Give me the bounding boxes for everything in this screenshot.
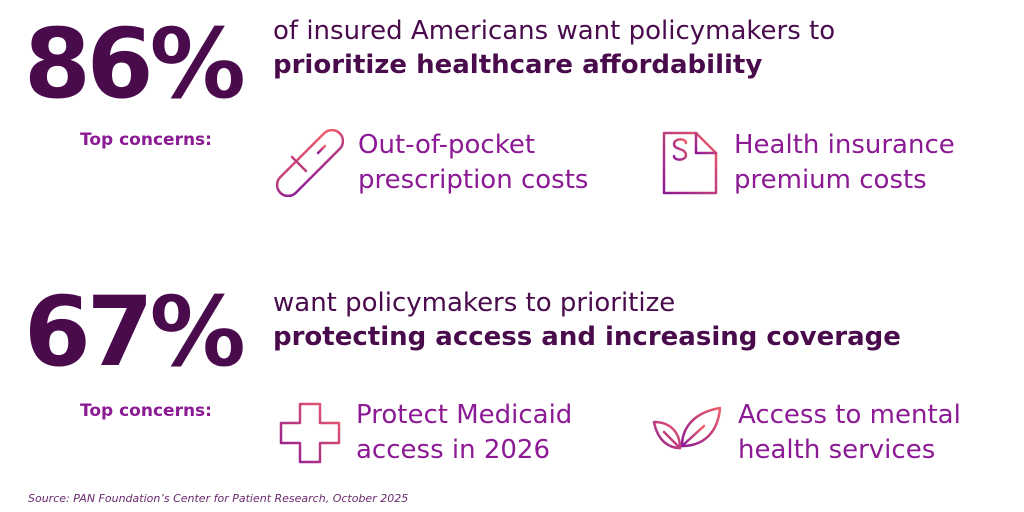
leaf-sprout-icon: [652, 406, 722, 464]
headline-2-line1: want policymakers to prioritize: [273, 288, 676, 318]
dollar-document-icon: [662, 131, 718, 195]
source-citation: Source: PAN Foundation’s Center for Pati…: [28, 492, 409, 505]
headline-2-line2: protecting access and increasing coverag…: [273, 322, 901, 352]
concern-text: Health insurance premium costs: [734, 130, 955, 195]
headline-1-line1: of insured Americans want policymakers t…: [273, 16, 836, 46]
stat-headline-2: want policymakers to prioritize protecti…: [273, 286, 901, 354]
stat-headline-1: of insured Americans want policymakers t…: [273, 14, 835, 82]
stat-percent-86: 86%: [24, 8, 246, 120]
concern-mental-health: Access to mental health services: [652, 398, 961, 468]
headline-1-line2: prioritize healthcare affordability: [273, 50, 763, 80]
concern-text: Out-of-pocket prescription costs: [358, 130, 589, 195]
stat-percent-67: 67%: [24, 276, 246, 388]
pill-icon: [276, 129, 344, 197]
top-concerns-label-1: Top concerns:: [80, 130, 212, 150]
concern-premiums: Health insurance premium costs: [660, 128, 955, 198]
top-concerns-label-2: Top concerns:: [80, 401, 212, 421]
concern-medicaid: Protect Medicaid access in 2026: [278, 398, 572, 468]
concern-text: Protect Medicaid access in 2026: [356, 400, 573, 465]
concern-text: Access to mental health services: [738, 400, 961, 465]
medical-cross-icon: [279, 402, 341, 464]
concern-prescription: Out-of-pocket prescription costs: [276, 128, 588, 198]
